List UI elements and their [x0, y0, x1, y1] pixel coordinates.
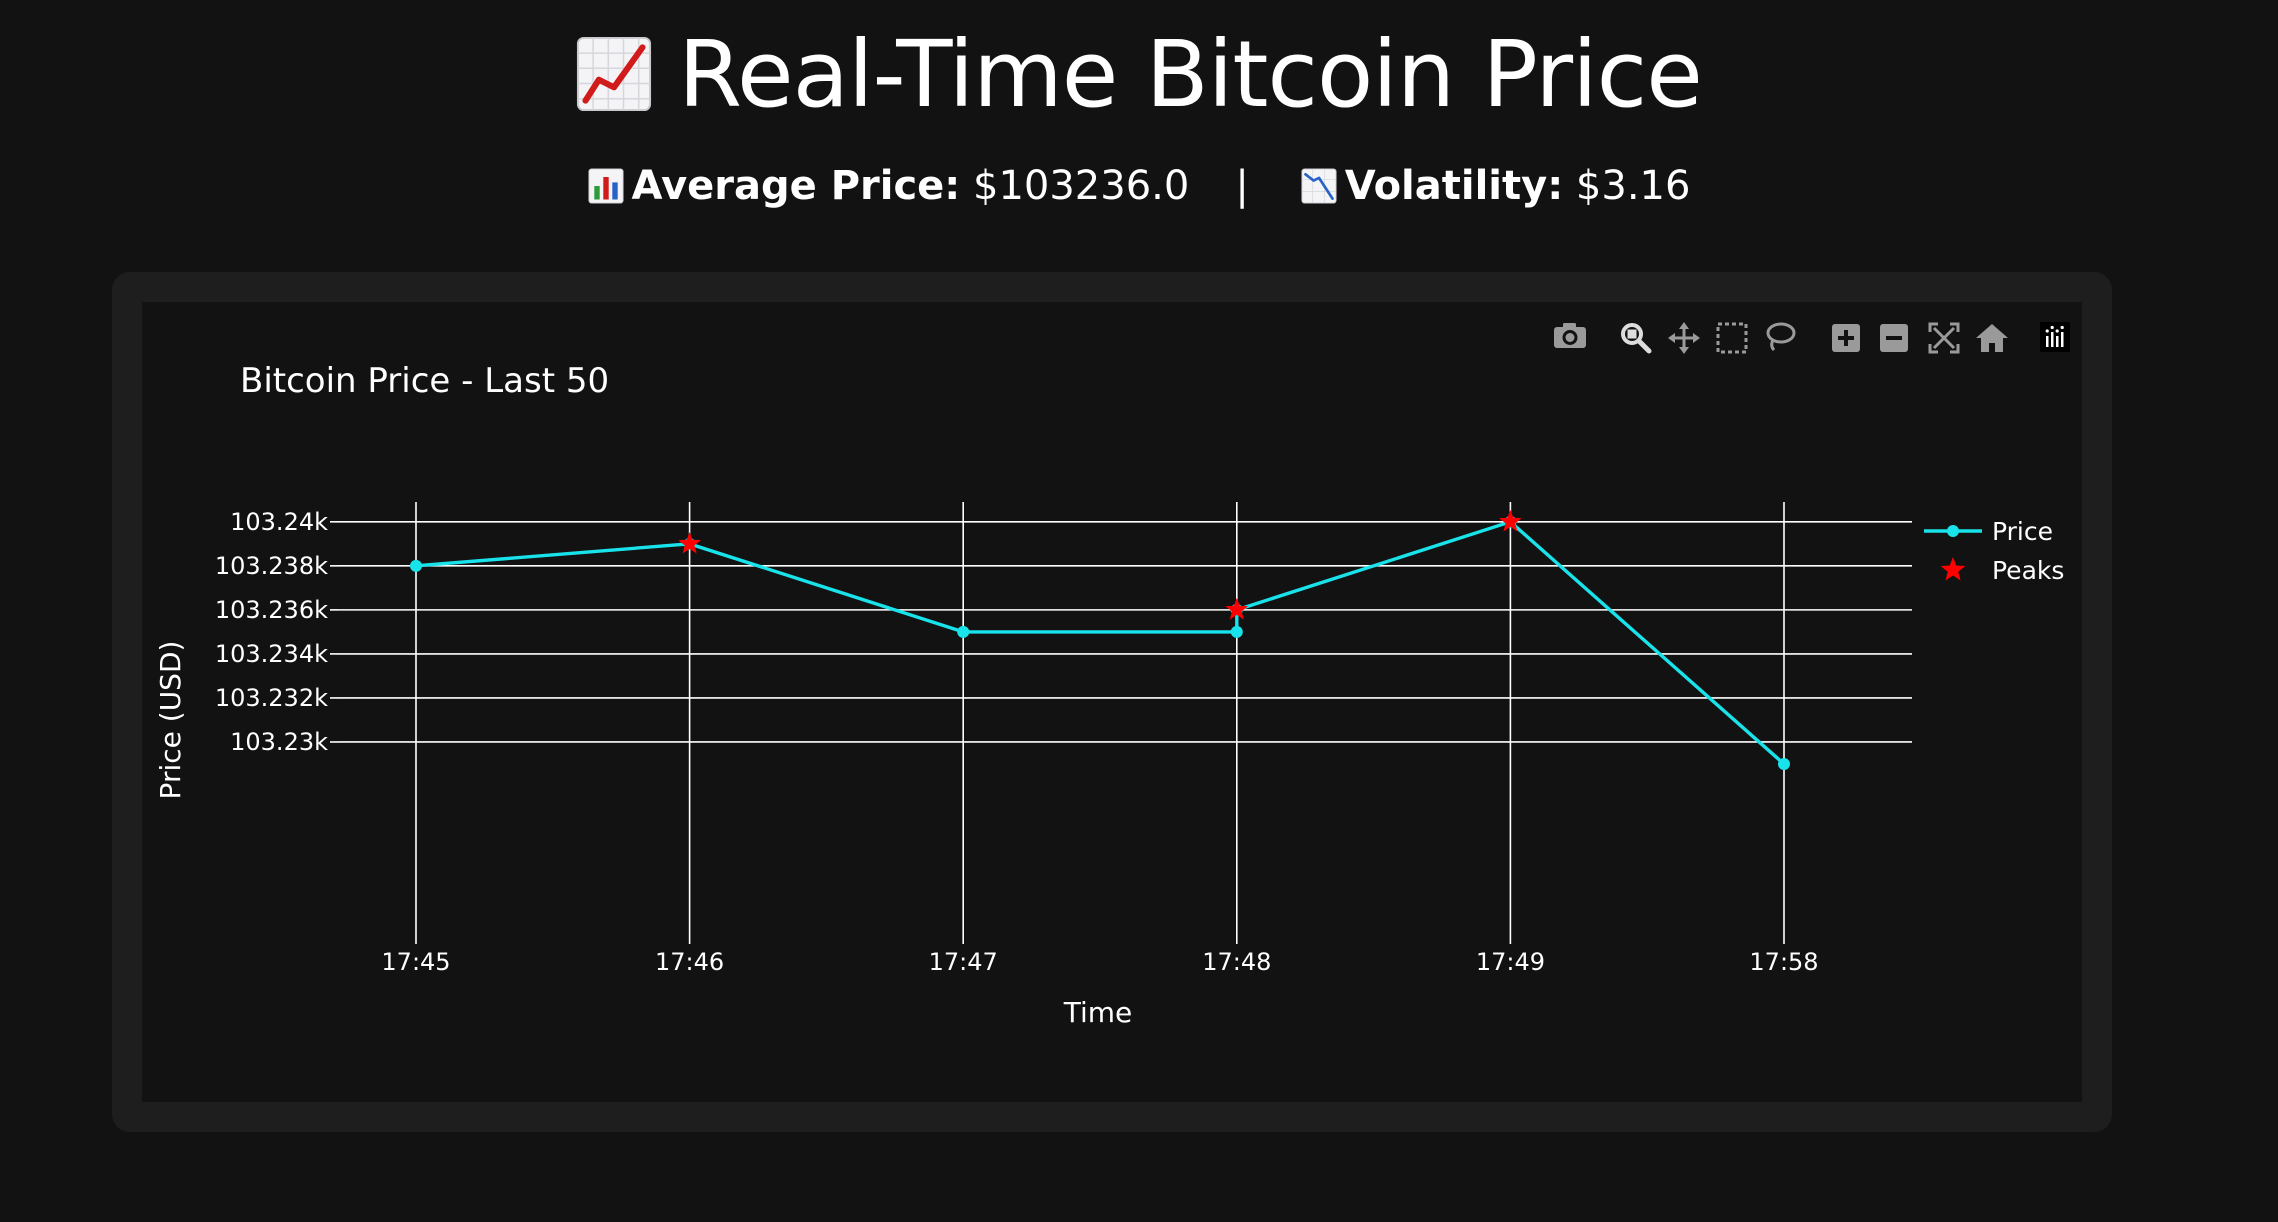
peak-marker: [678, 531, 702, 554]
chart-decreasing-icon: [1301, 168, 1337, 204]
pan-icon[interactable]: [1668, 322, 1700, 354]
price-line: [415, 520, 1786, 766]
x-tick-label: 17:58: [1749, 948, 1818, 976]
y-tick-label: 103.236k: [215, 596, 328, 624]
plotly-logo-icon[interactable]: [2040, 322, 2070, 352]
stats-separator: |: [1235, 163, 1249, 209]
y-axis-title: Price (USD): [154, 641, 187, 800]
volatility-value: $3.16: [1575, 163, 1691, 209]
bar-chart-icon: [587, 168, 624, 204]
price-point: [957, 625, 970, 638]
modebar: [1554, 322, 2070, 354]
y-tick-label: 103.232k: [215, 684, 328, 712]
legend-peaks-marker: [1940, 557, 1966, 581]
lasso-select-icon[interactable]: [1766, 322, 1796, 352]
price-point: [1230, 625, 1243, 638]
x-axis-title: Time: [1063, 996, 1133, 1029]
page-title: Real-Time Bitcoin Price: [0, 20, 2278, 130]
price-point: [1778, 758, 1790, 770]
legend-price-marker: [1947, 525, 1959, 537]
y-tick-labels: 103.23k 103.232k 103.234k 103.236k 103.238k 1…: [215, 508, 328, 756]
chart-title: Bitcoin Price - Last 50: [240, 361, 609, 401]
autoscale-icon[interactable]: [1928, 322, 1960, 354]
average-price-label: Average Price:: [631, 163, 961, 209]
chart-increasing-icon: [577, 36, 652, 112]
chart-card: Bitcoin Price - Last 50 103.23k 103.232k 1…: [112, 272, 2112, 1132]
peak-marker: [1225, 597, 1249, 620]
peaks-series: [678, 509, 1522, 620]
box-select-icon[interactable]: [1716, 322, 1748, 354]
x-tick-label: 17:45: [381, 948, 450, 976]
zoom-out-icon[interactable]: [1880, 324, 1908, 352]
x-tick-label: 17:48: [1202, 948, 1271, 976]
peak-marker: [1498, 509, 1522, 532]
average-price-value: $103236.0: [973, 163, 1190, 209]
price-chart: Bitcoin Price - Last 50 103.23k103.232k1…: [154, 322, 2070, 1029]
x-tick-label: 17:47: [929, 948, 998, 976]
page-title-text: Real-Time Bitcoin Price: [678, 21, 1703, 128]
y-tick-label: 103.234k: [215, 640, 328, 668]
x-gridlines: [415, 502, 1785, 944]
x-tick-label: 17:46: [655, 948, 724, 976]
volatility-label: Volatility:: [1344, 163, 1564, 209]
camera-icon[interactable]: [1554, 323, 1586, 348]
price-series: [410, 515, 1790, 770]
stats-row: Average Price: $103236.0 | Volatility: $3…: [0, 158, 2278, 214]
y-tick-label: 103.24k: [230, 508, 328, 536]
zoom-icon[interactable]: [1621, 323, 1652, 354]
zoom-in-icon[interactable]: [1832, 324, 1860, 352]
x-tick-labels: 17:45 17:46 17:47 17:48 17:49 17:58: [381, 948, 1818, 976]
legend: Price Peaks: [1924, 517, 2064, 585]
y-tick-label: 103.23k: [230, 728, 328, 756]
y-tick-label: 103.238k: [215, 552, 328, 580]
legend-price-label[interactable]: Price: [1992, 517, 2053, 546]
legend-peaks-label[interactable]: Peaks: [1992, 556, 2064, 585]
x-tick-label: 17:49: [1476, 948, 1545, 976]
reset-axes-icon[interactable]: [1976, 324, 2008, 352]
y-gridlines: [330, 521, 1912, 743]
price-point: [410, 559, 422, 572]
plot-container: Bitcoin Price - Last 50 103.23k 103.232k 1…: [142, 302, 2082, 1102]
